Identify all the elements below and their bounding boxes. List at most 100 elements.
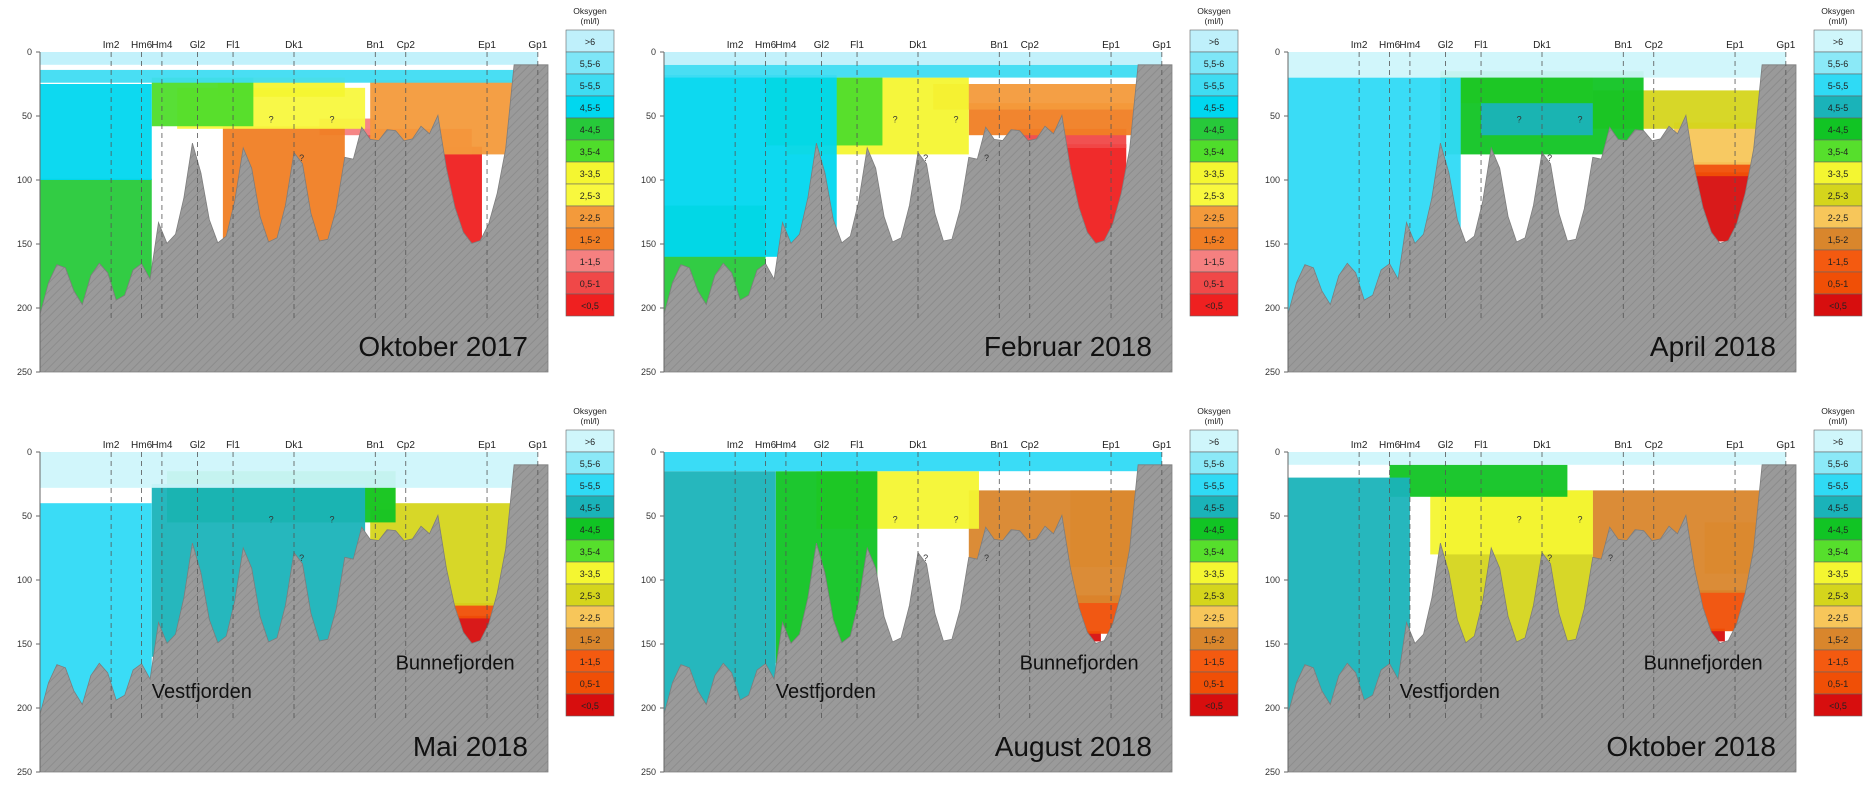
fjord-label: Bunnefjorden (1644, 653, 1763, 675)
legend-label: 3-3,5 (1204, 169, 1225, 179)
chart-panel-mai-2018: Im2 Hm6 Hm4 Gl2 Fl1 Dk1 Bn1 Cp2 Ep1 Gp1??? 0 50 100 1… (0, 400, 622, 799)
legend-label: 4,5-5 (580, 503, 601, 513)
station-label: Ep1 (478, 40, 496, 51)
legend-title: Oksygen (ml/l) (1821, 6, 1855, 26)
station-label: Hm4 (1399, 440, 1421, 451)
legend-label: >6 (1209, 37, 1219, 47)
legend-label: 4-4,5 (1828, 525, 1849, 535)
station-label: Gp1 (528, 440, 547, 451)
chart-title: April 2018 (1650, 331, 1776, 362)
legend-label: 5,5-6 (1204, 459, 1225, 469)
unknown-marker: ? (330, 514, 335, 524)
chart-svg: Im2 Hm6 Hm4 Gl2 Fl1 Dk1 Bn1 Cp2 Ep1 Gp1??? 0 50 100 1… (1265, 6, 1863, 377)
unknown-marker: ? (954, 114, 959, 124)
chart-title: Oktober 2017 (358, 331, 528, 362)
y-tick-label: 200 (641, 703, 656, 713)
legend-label: 2,5-3 (1204, 591, 1225, 601)
y-tick-label: 150 (1265, 639, 1280, 649)
y-tick-label: 100 (17, 575, 32, 585)
chart-svg: Im2 Hm6 Hm4 Gl2 Fl1 Dk1 Bn1 Cp2 Ep1 Gp1??? 0 50 100 1… (17, 406, 615, 777)
legend-label: 1,5-2 (1828, 635, 1849, 645)
y-tick-label: 100 (1265, 175, 1280, 185)
legend-label: 2-2,5 (1828, 213, 1849, 223)
chart-svg: Im2 Hm6 Hm4 Gl2 Fl1 Dk1 Bn1 Cp2 Ep1 Gp1??? 0 50 100 1… (17, 6, 615, 377)
legend-swatch (1189, 693, 1239, 717)
station-label: Ep1 (478, 440, 496, 451)
legend-label: 0,5-1 (1828, 279, 1849, 289)
chart-title: Februar 2018 (984, 331, 1152, 362)
legend-label: 5,5-6 (1204, 59, 1225, 69)
legend-label: 0,5-1 (1828, 679, 1849, 689)
legend-label: 5,5-6 (580, 459, 601, 469)
legend-label: 1,5-2 (580, 635, 601, 645)
station-label: Hm6 (755, 40, 777, 51)
chart-svg: Im2 Hm6 Hm4 Gl2 Fl1 Dk1 Bn1 Cp2 Ep1 Gp1???? 0 50 100… (641, 406, 1239, 777)
y-tick-label: 0 (651, 47, 656, 57)
station-label: Hm6 (131, 40, 153, 51)
oxygen-region (40, 452, 538, 488)
station-label: Fl1 (1474, 440, 1488, 451)
legend-swatch (1189, 293, 1239, 317)
station-label: Hm4 (775, 40, 797, 51)
y-tick-label: 0 (27, 47, 32, 57)
legend-label: 5-5,5 (1828, 481, 1849, 491)
legend-label: 2,5-3 (1204, 191, 1225, 201)
legend-label: 5-5,5 (580, 481, 601, 491)
legend-swatch (565, 293, 615, 317)
legend-swatch (1813, 693, 1863, 717)
chart-panel-august-2018: Im2 Hm6 Hm4 Gl2 Fl1 Dk1 Bn1 Cp2 Ep1 Gp1???? 0 50 100… (624, 400, 1246, 799)
oxygen-region (933, 84, 1152, 110)
legend-label: 0,5-1 (580, 279, 601, 289)
station-label: Gl2 (190, 440, 206, 451)
legend-label: 1,5-2 (1204, 635, 1225, 645)
legend-label: >6 (1209, 437, 1219, 447)
legend-label: 4,5-5 (580, 103, 601, 113)
legend-label: 3-3,5 (580, 569, 601, 579)
station-label: Dk1 (909, 440, 927, 451)
station-label: Gl2 (1438, 440, 1454, 451)
oxygen-region (151, 77, 254, 127)
legend-label: >6 (1833, 437, 1843, 447)
legend-label: 2,5-3 (1828, 591, 1849, 601)
unknown-marker: ? (1517, 114, 1522, 124)
oxygen-region (40, 84, 152, 180)
legend-label: 5,5-6 (1828, 59, 1849, 69)
legend-label: 5,5-6 (1828, 459, 1849, 469)
legend-label: 3,5-4 (1204, 547, 1225, 557)
legend-label: >6 (585, 37, 595, 47)
legend-title: Oksygen (ml/l) (1821, 406, 1855, 426)
legend-label: 3,5-4 (580, 147, 601, 157)
station-label: Gp1 (1776, 40, 1795, 51)
oxygen-region (1481, 103, 1593, 136)
legend-title: Oksygen (ml/l) (573, 6, 607, 26)
station-label: Gp1 (1152, 40, 1171, 51)
legend-title: Oksygen (ml/l) (1197, 6, 1231, 26)
y-tick-label: 0 (1275, 447, 1280, 457)
station-label: Cp2 (1645, 440, 1664, 451)
unknown-marker: ? (923, 553, 928, 563)
y-tick-label: 0 (27, 447, 32, 457)
chart-title: August 2018 (995, 731, 1152, 762)
station-label: Cp2 (397, 40, 416, 51)
chart-svg: Im2 Hm6 Hm4 Gl2 Fl1 Dk1 Bn1 Cp2 Ep1 Gp1???? 0 50 100… (1265, 406, 1863, 777)
station-label: Cp2 (1021, 40, 1040, 51)
legend-label: 2-2,5 (1204, 213, 1225, 223)
fjord-label: Vestfjorden (776, 681, 876, 703)
unknown-marker: ? (984, 153, 989, 163)
station-label: Im2 (1351, 40, 1368, 51)
y-tick-label: 100 (641, 575, 656, 585)
station-label: Dk1 (285, 40, 303, 51)
station-label: Dk1 (1533, 440, 1551, 451)
station-label: Im2 (727, 440, 744, 451)
station-label: Ep1 (1726, 440, 1744, 451)
y-tick-label: 100 (641, 175, 656, 185)
legend-label: 1,5-2 (580, 235, 601, 245)
unknown-marker: ? (1608, 553, 1613, 563)
legend-swatch (1813, 293, 1863, 317)
station-label: Im2 (1351, 440, 1368, 451)
y-tick-label: 0 (1275, 47, 1280, 57)
legend-label: 3,5-4 (1828, 147, 1849, 157)
legend-label: <0,5 (1829, 301, 1847, 311)
legend-label: <0,5 (581, 301, 599, 311)
